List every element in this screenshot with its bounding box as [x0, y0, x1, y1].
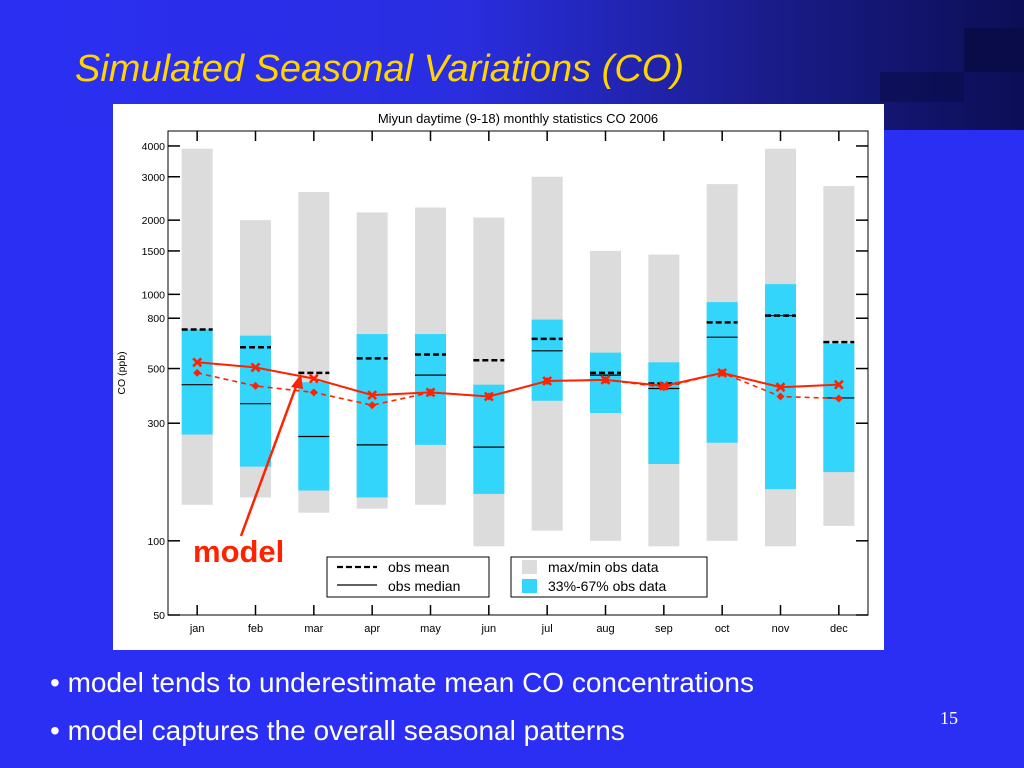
y-tick-label: 1500 — [142, 246, 166, 258]
model-point — [308, 373, 319, 384]
model-point — [426, 388, 435, 397]
legend-label-median: obs median — [388, 578, 460, 594]
y-tick-label: 50 — [153, 610, 165, 622]
chart-panel: Miyun daytime (9-18) monthly statistics … — [113, 104, 884, 650]
bullet-1: • model tends to underestimate mean CO c… — [50, 667, 754, 698]
legend-box-lines — [326, 556, 490, 598]
chart-title: Miyun daytime (9-18) monthly statistics … — [378, 111, 658, 126]
minmax-box — [473, 217, 505, 547]
page-number: 15 — [940, 708, 958, 728]
model-point — [484, 392, 493, 401]
y-tick-label: 3000 — [142, 172, 166, 184]
y-tick-label: 100 — [147, 536, 165, 548]
legend-label-minmax: max/min obs data — [548, 559, 659, 575]
x-tick-label: jul — [541, 623, 553, 635]
minmax-box — [181, 148, 213, 505]
y-tick-label: 2000 — [142, 215, 166, 227]
co-box-chart: Miyun daytime (9-18) monthly statistics … — [116, 111, 869, 635]
x-tick-label: aug — [596, 623, 614, 635]
iqr-box — [531, 319, 563, 401]
model-point — [251, 381, 260, 390]
model-point — [601, 375, 610, 384]
iqr-box — [240, 335, 271, 467]
decorative-block — [880, 72, 964, 102]
callout-arrow-line — [239, 383, 299, 537]
iqr-box — [823, 343, 855, 473]
model-point — [775, 382, 786, 393]
model-point — [250, 362, 261, 373]
x-tick-label: dec — [830, 623, 848, 635]
x-tick-label: mar — [304, 623, 323, 635]
callout-label: model — [193, 534, 284, 569]
y-tick-label: 800 — [147, 313, 165, 325]
model-point — [368, 401, 377, 410]
x-tick-label: jan — [189, 623, 205, 635]
model-line-dashed — [196, 372, 839, 407]
x-tick-label: feb — [248, 623, 263, 635]
callout-arrow-head — [291, 374, 303, 389]
x-tick-label: oct — [715, 623, 730, 635]
decorative-block — [964, 28, 1024, 72]
y-tick-label: 300 — [147, 418, 165, 430]
x-tick-label: nov — [772, 623, 790, 635]
model-point — [718, 368, 727, 377]
y-tick-label: 500 — [147, 364, 165, 376]
iqr-box — [356, 334, 388, 498]
slide-title: Simulated Seasonal Variations (CO) — [75, 48, 684, 90]
model-point — [776, 392, 785, 401]
model-point — [834, 394, 843, 403]
plot-frame — [167, 130, 869, 616]
bullet-2: • model captures the overall seasonal pa… — [50, 715, 625, 746]
y-tick-label: 1000 — [142, 289, 166, 301]
x-tick-label: may — [420, 623, 441, 635]
model-point — [833, 379, 844, 390]
iqr-box — [181, 329, 213, 435]
legend-minmax-swatch — [522, 560, 537, 574]
x-tick-label: apr — [364, 623, 380, 635]
model-point — [543, 377, 552, 386]
y-tick-label: 4000 — [142, 141, 166, 153]
model-point — [309, 388, 318, 397]
legend-iqr-swatch — [522, 579, 537, 593]
x-tick-label: jun — [480, 623, 496, 635]
legend-label-mean: obs mean — [388, 559, 449, 575]
iqr-box — [473, 384, 505, 494]
model-point — [367, 390, 378, 401]
model-point — [193, 368, 202, 377]
y-axis-label: CO (ppb) — [116, 351, 128, 394]
x-tick-label: sep — [655, 623, 673, 635]
iqr-box — [648, 362, 680, 464]
legend-box-areas — [510, 556, 708, 598]
model-point — [192, 357, 203, 368]
model-point — [659, 383, 668, 392]
legend-label-iqr: 33%-67% obs data — [548, 578, 667, 594]
